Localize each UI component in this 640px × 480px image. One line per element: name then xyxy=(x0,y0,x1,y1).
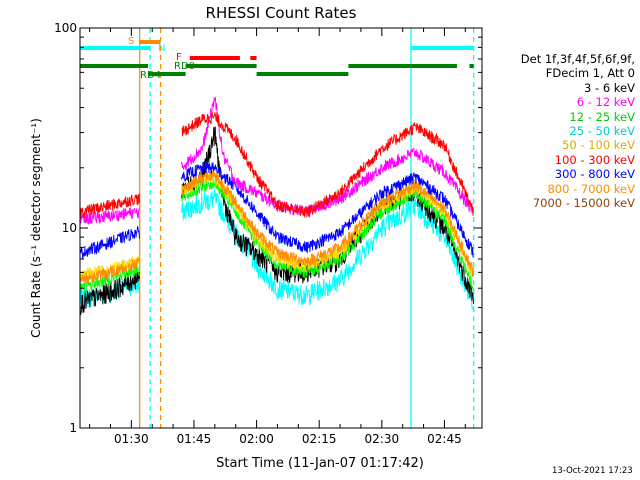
series-line xyxy=(79,161,474,259)
legend-entry-25-50: 25 - 50 keV xyxy=(569,124,635,139)
axes: 01:30 01:45 02:00 02:15 02:30 02:45 1 10 100 xyxy=(54,21,482,446)
timestamp: 13-Oct-2021 17:23 xyxy=(552,466,633,476)
legend-entry-50-100: 50 - 100 keV xyxy=(562,138,635,153)
legend-entry-3-6: 3 - 6 keV xyxy=(584,80,635,95)
legend-header-line-2: FDecim 1, Att 0 xyxy=(545,66,635,81)
flag-annotation: RD4 xyxy=(140,70,161,81)
flag-annotation: RD0 xyxy=(174,61,195,72)
flag-annotation: N xyxy=(158,43,165,54)
vertical-markers xyxy=(139,28,475,428)
legend: Det 1f,3f,4f,5f,6f,9f, FDecim 1, Att 0 3… xyxy=(485,52,635,210)
legend-entry-100-300: 100 - 300 keV xyxy=(554,152,635,167)
flag-annotation: S xyxy=(128,36,134,47)
legend-entry-300-800: 300 - 800 keV xyxy=(554,167,635,182)
series-lines xyxy=(79,96,474,316)
series-line xyxy=(79,111,474,218)
y-tick-label: 1 xyxy=(69,421,77,435)
y-tick-label: 10 xyxy=(62,221,77,235)
legend-entry-12-25: 12 - 25 keV xyxy=(569,109,635,124)
flag-annotation: F xyxy=(176,52,182,63)
y-tick-label: 100 xyxy=(54,21,77,35)
y-axis-label: Count Rate (s⁻¹ detector segment⁻¹) xyxy=(29,118,43,338)
x-tick-label: 02:15 xyxy=(302,432,337,446)
x-axis-label: Start Time (11-Jan-07 01:17:42) xyxy=(216,456,424,471)
x-tick-label: 02:00 xyxy=(239,432,274,446)
x-tick-label: 02:30 xyxy=(365,432,400,446)
legend-entry-800-7000: 800 - 7000 keV xyxy=(547,181,635,196)
chart-title: RHESSI Count Rates xyxy=(206,4,357,22)
legend-entry-7000-15000: 7000 - 15000 keV xyxy=(532,196,635,211)
series-line xyxy=(79,170,474,285)
legend-header-line-1: Det 1f,3f,4f,5f,6f,9f, xyxy=(520,52,635,66)
x-tick-label: 01:45 xyxy=(177,432,212,446)
x-tick-label: 02:45 xyxy=(427,432,462,446)
x-tick-label: 01:30 xyxy=(114,432,149,446)
legend-entry-6-12: 6 - 12 keV xyxy=(576,95,635,110)
